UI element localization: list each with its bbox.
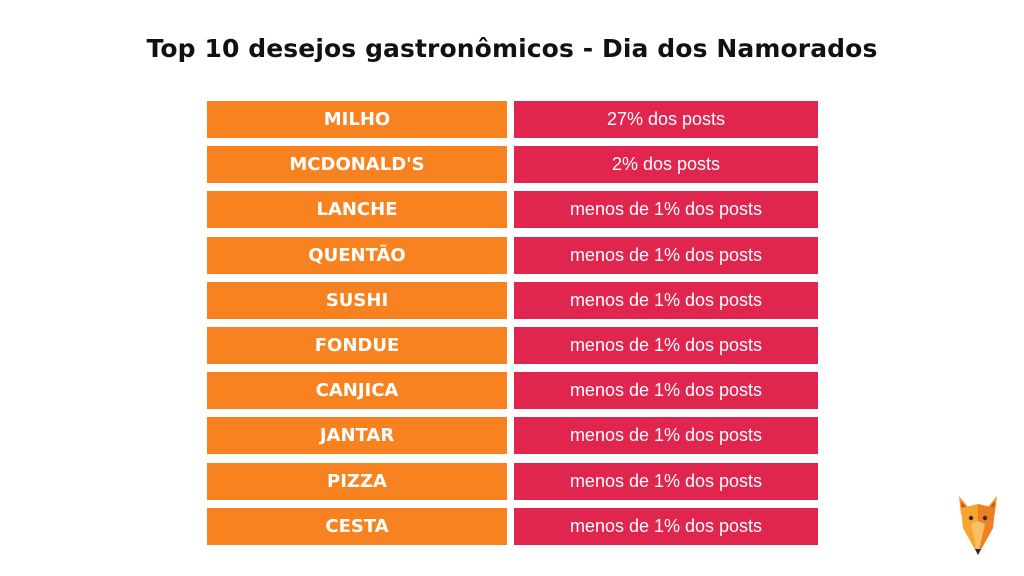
fox-head-icon	[955, 494, 1001, 556]
table-row: SUSHI menos de 1% dos posts	[207, 281, 818, 319]
item-cell: MILHO	[207, 101, 507, 138]
value-cell: menos de 1% dos posts	[514, 507, 818, 545]
value-cell: menos de 1% dos posts	[514, 462, 818, 500]
item-cell: CANJICA	[207, 372, 507, 410]
value-cell: menos de 1% dos posts	[514, 191, 818, 229]
item-cell: JANTAR	[207, 417, 507, 455]
table-row: CANJICA menos de 1% dos posts	[207, 372, 818, 410]
value-cell: menos de 1% dos posts	[514, 236, 818, 274]
item-cell: SUSHI	[207, 281, 507, 319]
table-row: CESTA menos de 1% dos posts	[207, 507, 818, 545]
value-cell: menos de 1% dos posts	[514, 417, 818, 455]
table-row: MCDONALD'S 2% dos posts	[207, 146, 818, 184]
item-cell: CESTA	[207, 507, 507, 545]
item-cell: LANCHE	[207, 191, 507, 229]
value-cell: menos de 1% dos posts	[514, 326, 818, 364]
table-row: PIZZA menos de 1% dos posts	[207, 462, 818, 500]
ranking-table: MILHO 27% dos posts MCDONALD'S 2% dos po…	[207, 101, 818, 553]
table-row: QUENTÃO menos de 1% dos posts	[207, 236, 818, 274]
value-cell: 2% dos posts	[514, 146, 818, 184]
item-cell: PIZZA	[207, 462, 507, 500]
table-row: LANCHE menos de 1% dos posts	[207, 191, 818, 229]
value-cell: 27% dos posts	[514, 101, 818, 138]
page-title: Top 10 desejos gastronômicos - Dia dos N…	[146, 34, 878, 63]
item-cell: QUENTÃO	[207, 236, 507, 274]
item-cell: MCDONALD'S	[207, 146, 507, 184]
value-cell: menos de 1% dos posts	[514, 372, 818, 410]
value-cell: menos de 1% dos posts	[514, 281, 818, 319]
item-cell: FONDUE	[207, 326, 507, 364]
table-row: FONDUE menos de 1% dos posts	[207, 326, 818, 364]
table-row: MILHO 27% dos posts	[207, 101, 818, 138]
table-row: JANTAR menos de 1% dos posts	[207, 417, 818, 455]
